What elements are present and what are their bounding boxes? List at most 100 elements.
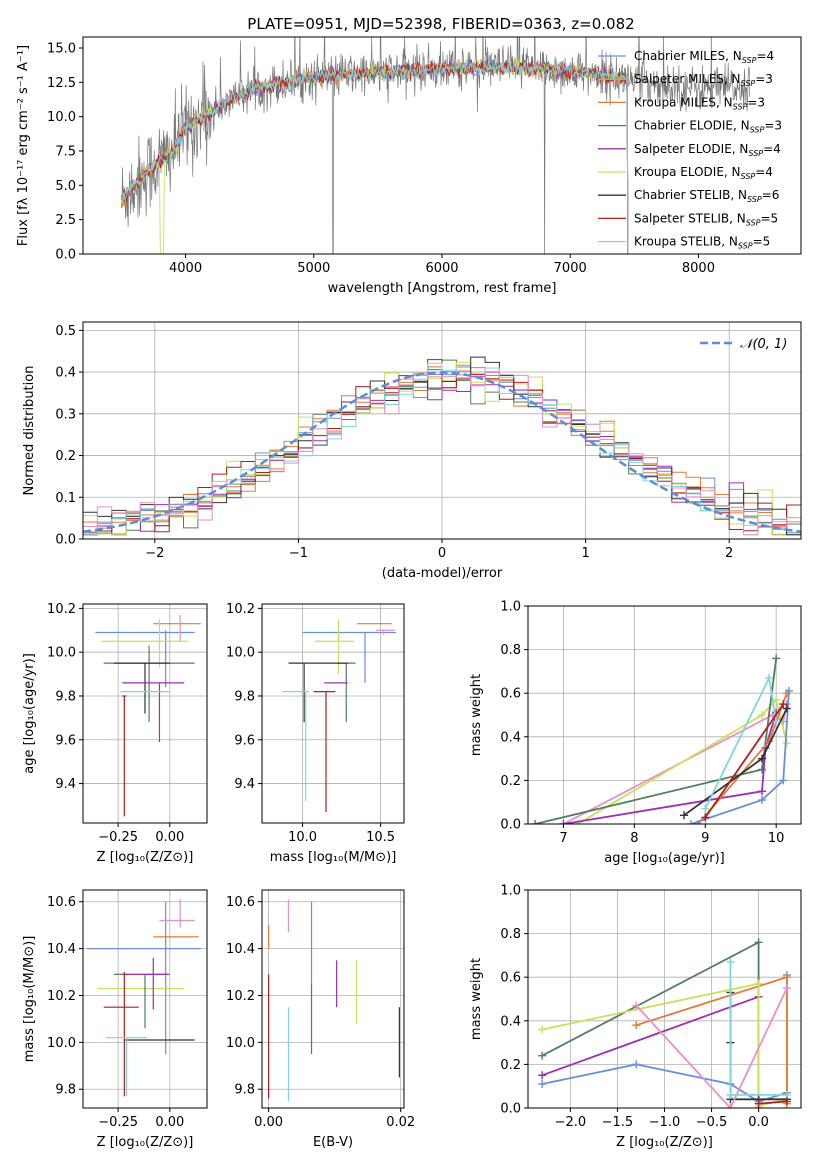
legend-label-suffix: =3 — [764, 119, 782, 133]
legend-label-text: Chabrier MILES, N — [634, 49, 742, 63]
legend-label-suffix: =4 — [763, 142, 781, 156]
y-tick-label: 0.0 — [500, 818, 521, 833]
weight-series-line — [704, 703, 785, 819]
weight-series-line — [683, 708, 788, 817]
x-tick-label: 2 — [725, 546, 733, 561]
plot-area — [95, 614, 201, 817]
y-tick-label: 0.2 — [500, 774, 521, 789]
axes-frame — [261, 603, 405, 824]
chart-mass_vs_EBV: 0.00 0.02 9.8 10.0 10.2 10.4 10.6 E(B-V) — [226, 889, 415, 1150]
x-tick-label: 0.0 — [748, 1115, 769, 1130]
legend-label: 𝒩(0, 1) — [740, 337, 787, 352]
y-tick-label: 0.8 — [500, 643, 521, 658]
legend-label: Chabrier ELODIE, NSSP=3 — [634, 119, 782, 135]
x-tick-label: 10.0 — [288, 830, 317, 845]
x-tick-label: 7 — [559, 831, 567, 846]
y-tick-label: 0.1 — [55, 491, 76, 506]
y-tick-label: 10.2 — [47, 989, 76, 1004]
legend-label-text: Kroupa STELIB, N — [634, 235, 738, 249]
x-tick-label: 0.00 — [155, 1115, 184, 1130]
legend-label: Kroupa STELIB, NSSP=5 — [634, 235, 770, 251]
legend-label-text: Salpeter STELIB, N — [634, 211, 746, 225]
y-tick-label: 10.6 — [226, 895, 255, 910]
x-tick-label: −1.5 — [602, 1115, 634, 1130]
x-tick-label: 8 — [630, 831, 638, 846]
histogram-series — [83, 372, 801, 539]
y-tick-label: 15.0 — [47, 41, 76, 56]
legend-label-suffix: =5 — [753, 235, 771, 249]
legend-label-suffix: =4 — [756, 49, 774, 63]
y-tick-label: 9.6 — [55, 733, 76, 748]
y-tick-label: 0.6 — [500, 971, 521, 986]
legend-label-text: Chabrier STELIB, N — [634, 188, 747, 202]
y-tick-label: 7.5 — [55, 144, 76, 159]
x-tick-label: 0.00 — [155, 830, 184, 845]
x-axis-label: Z [log₁₀(Z/Z⊙)] — [97, 1135, 194, 1150]
y-tick-label: 9.6 — [234, 733, 255, 748]
x-axis-label: wavelength [Angstrom, rest frame] — [328, 281, 557, 296]
legend-label-suffix: =5 — [760, 211, 778, 225]
x-tick-label: 4000 — [169, 261, 202, 276]
y-tick-label: 0.0 — [500, 1102, 521, 1117]
x-tick-label: −0.25 — [98, 830, 138, 845]
chart-spectrum: 4000 5000 6000 7000 8000 0.0 2.5 5.0 7.5 10.0 12.5… — [16, 36, 802, 296]
y-tick-label: 0.4 — [55, 366, 76, 381]
plot-area — [268, 899, 400, 1101]
y-tick-label: 0.0 — [55, 248, 76, 263]
x-tick-label: 8000 — [682, 261, 715, 276]
axes-frame — [82, 889, 208, 1109]
chart-age_vs_Z: −0.25 0.00 9.4 9.6 9.8 10.0 10.2 Z [log₁₀(Z/Z⊙)… — [22, 602, 208, 865]
observed-spectrum-line — [121, 37, 751, 254]
plot-area — [538, 938, 791, 1108]
y-tick-label: 0.3 — [55, 407, 76, 422]
legend-label: Salpeter ELODIE, NSSP=4 — [634, 142, 781, 158]
y-tick-label: 12.5 — [47, 76, 76, 91]
model-spectrum-line — [121, 60, 629, 254]
chart-residuals: −2 −1 0 1 2 0.0 0.1 0.2 0.3 0.4 0.5 (data-model)/er… — [22, 321, 802, 581]
x-tick-label: 10 — [768, 831, 785, 846]
weight-series-line — [635, 987, 788, 1108]
legend-label-text: Salpeter ELODIE, N — [634, 142, 748, 156]
legend-label: Kroupa ELODIE, NSSP=4 — [634, 165, 773, 181]
x-tick-label: 0 — [438, 546, 446, 561]
x-tick-label: −1.0 — [649, 1115, 681, 1130]
y-tick-label: 10.0 — [47, 110, 76, 125]
y-tick-label: 10.0 — [226, 1036, 255, 1051]
y-tick-label: 0.4 — [500, 1014, 521, 1029]
y-tick-label: 0.0 — [55, 533, 76, 548]
legend-label: Kroupa MILES, NSSP=3 — [634, 95, 765, 111]
y-axis-label: mass [log₁₀(M/M⊙)] — [22, 936, 37, 1063]
legend-label: Salpeter MILES, NSSP=3 — [634, 72, 773, 88]
x-tick-label: −0.5 — [696, 1115, 728, 1130]
x-axis-label: Z [log₁₀(Z/Z⊙)] — [97, 850, 194, 865]
y-axis-label: Flux [fλ 10⁻¹⁷ erg cm⁻² s⁻¹ A⁻¹] — [16, 45, 31, 246]
x-tick-label: 1 — [581, 546, 589, 561]
x-axis-label: E(B-V) — [313, 1135, 353, 1150]
y-tick-label: 9.8 — [55, 1083, 76, 1098]
legend-subscript: SSP — [748, 149, 763, 158]
y-axis-label: age [log₁₀(age/yr)] — [22, 653, 37, 774]
x-tick-label: −2.0 — [555, 1115, 587, 1130]
axes-frame — [82, 603, 208, 824]
y-tick-label: 0.8 — [500, 927, 521, 942]
legend-subscript: SSP — [746, 218, 761, 227]
y-tick-label: 0.4 — [500, 730, 521, 745]
x-tick-label: −2 — [145, 546, 164, 561]
x-axis-label: mass [log₁₀(M/M⊙)] — [270, 850, 397, 865]
y-tick-label: 0.6 — [500, 687, 521, 702]
x-axis-label: age [log₁₀(age/yr)] — [604, 851, 725, 866]
x-tick-label: 10.5 — [366, 830, 395, 845]
x-tick-label: 0.02 — [386, 1115, 415, 1130]
chart-weight_vs_age: 7 8 9 10 0.0 0.2 0.4 0.6 0.8 1.0 age [log₁₀(age/yr… — [469, 600, 802, 866]
legend-label-suffix: =4 — [755, 165, 773, 179]
x-tick-label: 6000 — [425, 261, 458, 276]
model-spectrum-line — [121, 59, 629, 254]
x-tick-label: 5000 — [297, 261, 330, 276]
y-tick-label: 1.0 — [500, 600, 521, 615]
model-spectrum-line — [121, 59, 629, 254]
y-tick-label: 10.2 — [47, 602, 76, 617]
histogram-series — [83, 359, 801, 539]
legend-subscript: SSP — [738, 242, 753, 251]
model-spectrum-line — [121, 59, 629, 254]
